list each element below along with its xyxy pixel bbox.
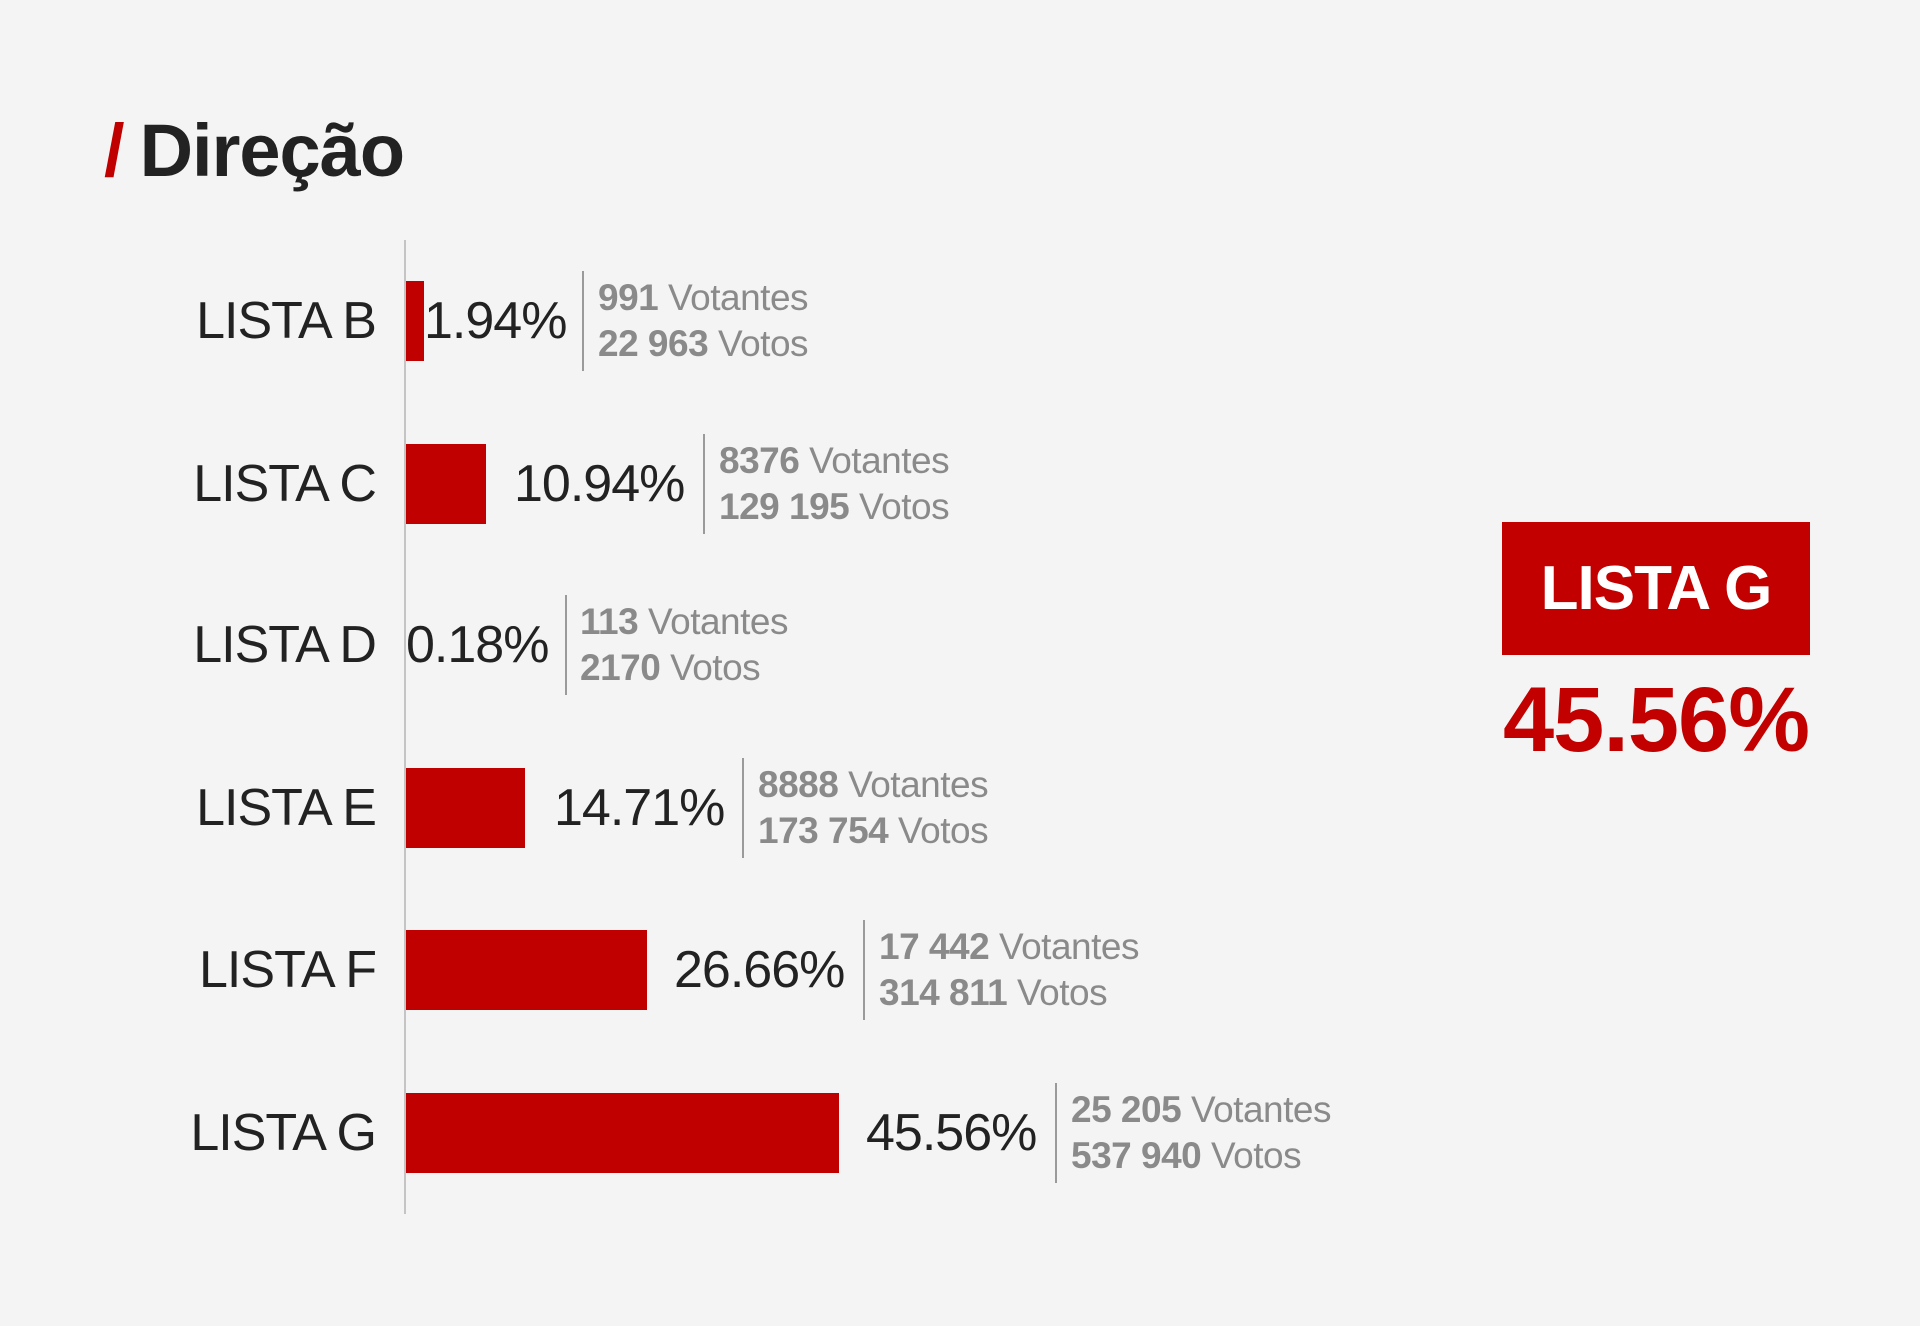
chart-row: LISTA C 10.94% 8376 Votantes 129 195 Vot… bbox=[0, 434, 1400, 534]
votantes-count: 25 205 bbox=[1071, 1089, 1182, 1130]
bar bbox=[406, 1093, 839, 1173]
votantes-label: Votantes bbox=[998, 926, 1140, 967]
row-divider bbox=[742, 758, 744, 858]
chart-row: LISTA F 26.66% 17 442 Votantes 314 811 V… bbox=[0, 920, 1400, 1020]
row-label: LISTA G bbox=[190, 1104, 377, 1162]
row-percentage: 45.56% bbox=[866, 1104, 1037, 1162]
page-title: / Direção bbox=[104, 108, 405, 193]
chart-row: LISTA E 14.71% 8888 Votantes 173 754 Vot… bbox=[0, 758, 1400, 858]
row-divider bbox=[1055, 1083, 1057, 1183]
votos-label: Votos bbox=[670, 647, 761, 688]
row-stats: 17 442 Votantes 314 811 Votos bbox=[879, 924, 1139, 1016]
row-label: LISTA F bbox=[199, 941, 377, 999]
votos-label: Votos bbox=[1017, 972, 1108, 1013]
row-label: LISTA B bbox=[196, 292, 377, 350]
votos-count: 2170 bbox=[580, 647, 661, 688]
votantes-count: 8376 bbox=[719, 440, 800, 481]
votantes-label: Votantes bbox=[809, 440, 950, 481]
row-percentage: 14.71% bbox=[554, 779, 725, 837]
chart-row: LISTA D 0.18% 113 Votantes 2170 Votos bbox=[0, 595, 1400, 695]
row-divider bbox=[863, 920, 865, 1020]
votos-count: 173 754 bbox=[758, 810, 889, 851]
row-divider bbox=[582, 271, 584, 371]
votos-label: Votos bbox=[1211, 1135, 1302, 1176]
votantes-count: 17 442 bbox=[879, 926, 990, 967]
votantes-label: Votantes bbox=[668, 277, 809, 318]
row-stats: 991 Votantes 22 963 Votos bbox=[598, 275, 809, 367]
title-slash: / bbox=[104, 109, 125, 192]
votantes-label: Votantes bbox=[848, 764, 989, 805]
row-stats: 25 205 Votantes 537 940 Votos bbox=[1071, 1087, 1331, 1179]
votos-label: Votos bbox=[898, 810, 989, 851]
votantes-count: 991 bbox=[598, 277, 659, 318]
bar bbox=[406, 444, 486, 524]
chart-row: LISTA G 45.56% 25 205 Votantes 537 940 V… bbox=[0, 1083, 1400, 1183]
row-divider bbox=[703, 434, 705, 534]
votantes-count: 8888 bbox=[758, 764, 839, 805]
row-stats: 113 Votantes 2170 Votos bbox=[580, 599, 789, 691]
votantes-label: Votantes bbox=[647, 601, 789, 642]
row-percentage: 26.66% bbox=[674, 941, 845, 999]
votos-count: 314 811 bbox=[879, 972, 1008, 1013]
row-stats: 8376 Votantes 129 195 Votos bbox=[719, 438, 950, 530]
bar bbox=[406, 281, 424, 361]
bar bbox=[406, 930, 647, 1010]
row-divider bbox=[565, 595, 567, 695]
row-percentage: 10.94% bbox=[514, 455, 685, 513]
row-stats: 8888 Votantes 173 754 Votos bbox=[758, 762, 989, 854]
votos-count: 129 195 bbox=[719, 486, 850, 527]
votos-label: Votos bbox=[859, 486, 950, 527]
winner-badge: LISTA G bbox=[1502, 522, 1810, 655]
votos-count: 537 940 bbox=[1071, 1135, 1202, 1176]
votos-count: 22 963 bbox=[598, 323, 709, 364]
row-percentage: 0.18% bbox=[406, 616, 549, 674]
chart-row: LISTA B 1.94% 991 Votantes 22 963 Votos bbox=[0, 271, 1400, 371]
title-text: Direção bbox=[139, 109, 405, 192]
row-label: LISTA C bbox=[193, 455, 377, 513]
row-label: LISTA D bbox=[193, 616, 377, 674]
winner-percentage: 45.56% bbox=[1502, 669, 1810, 771]
chart-axis bbox=[404, 240, 406, 1214]
votantes-count: 113 bbox=[580, 601, 639, 642]
row-label: LISTA E bbox=[196, 779, 377, 837]
bar bbox=[406, 768, 525, 848]
votantes-label: Votantes bbox=[1190, 1089, 1332, 1130]
votos-label: Votos bbox=[717, 323, 809, 364]
row-percentage: 1.94% bbox=[424, 292, 567, 350]
